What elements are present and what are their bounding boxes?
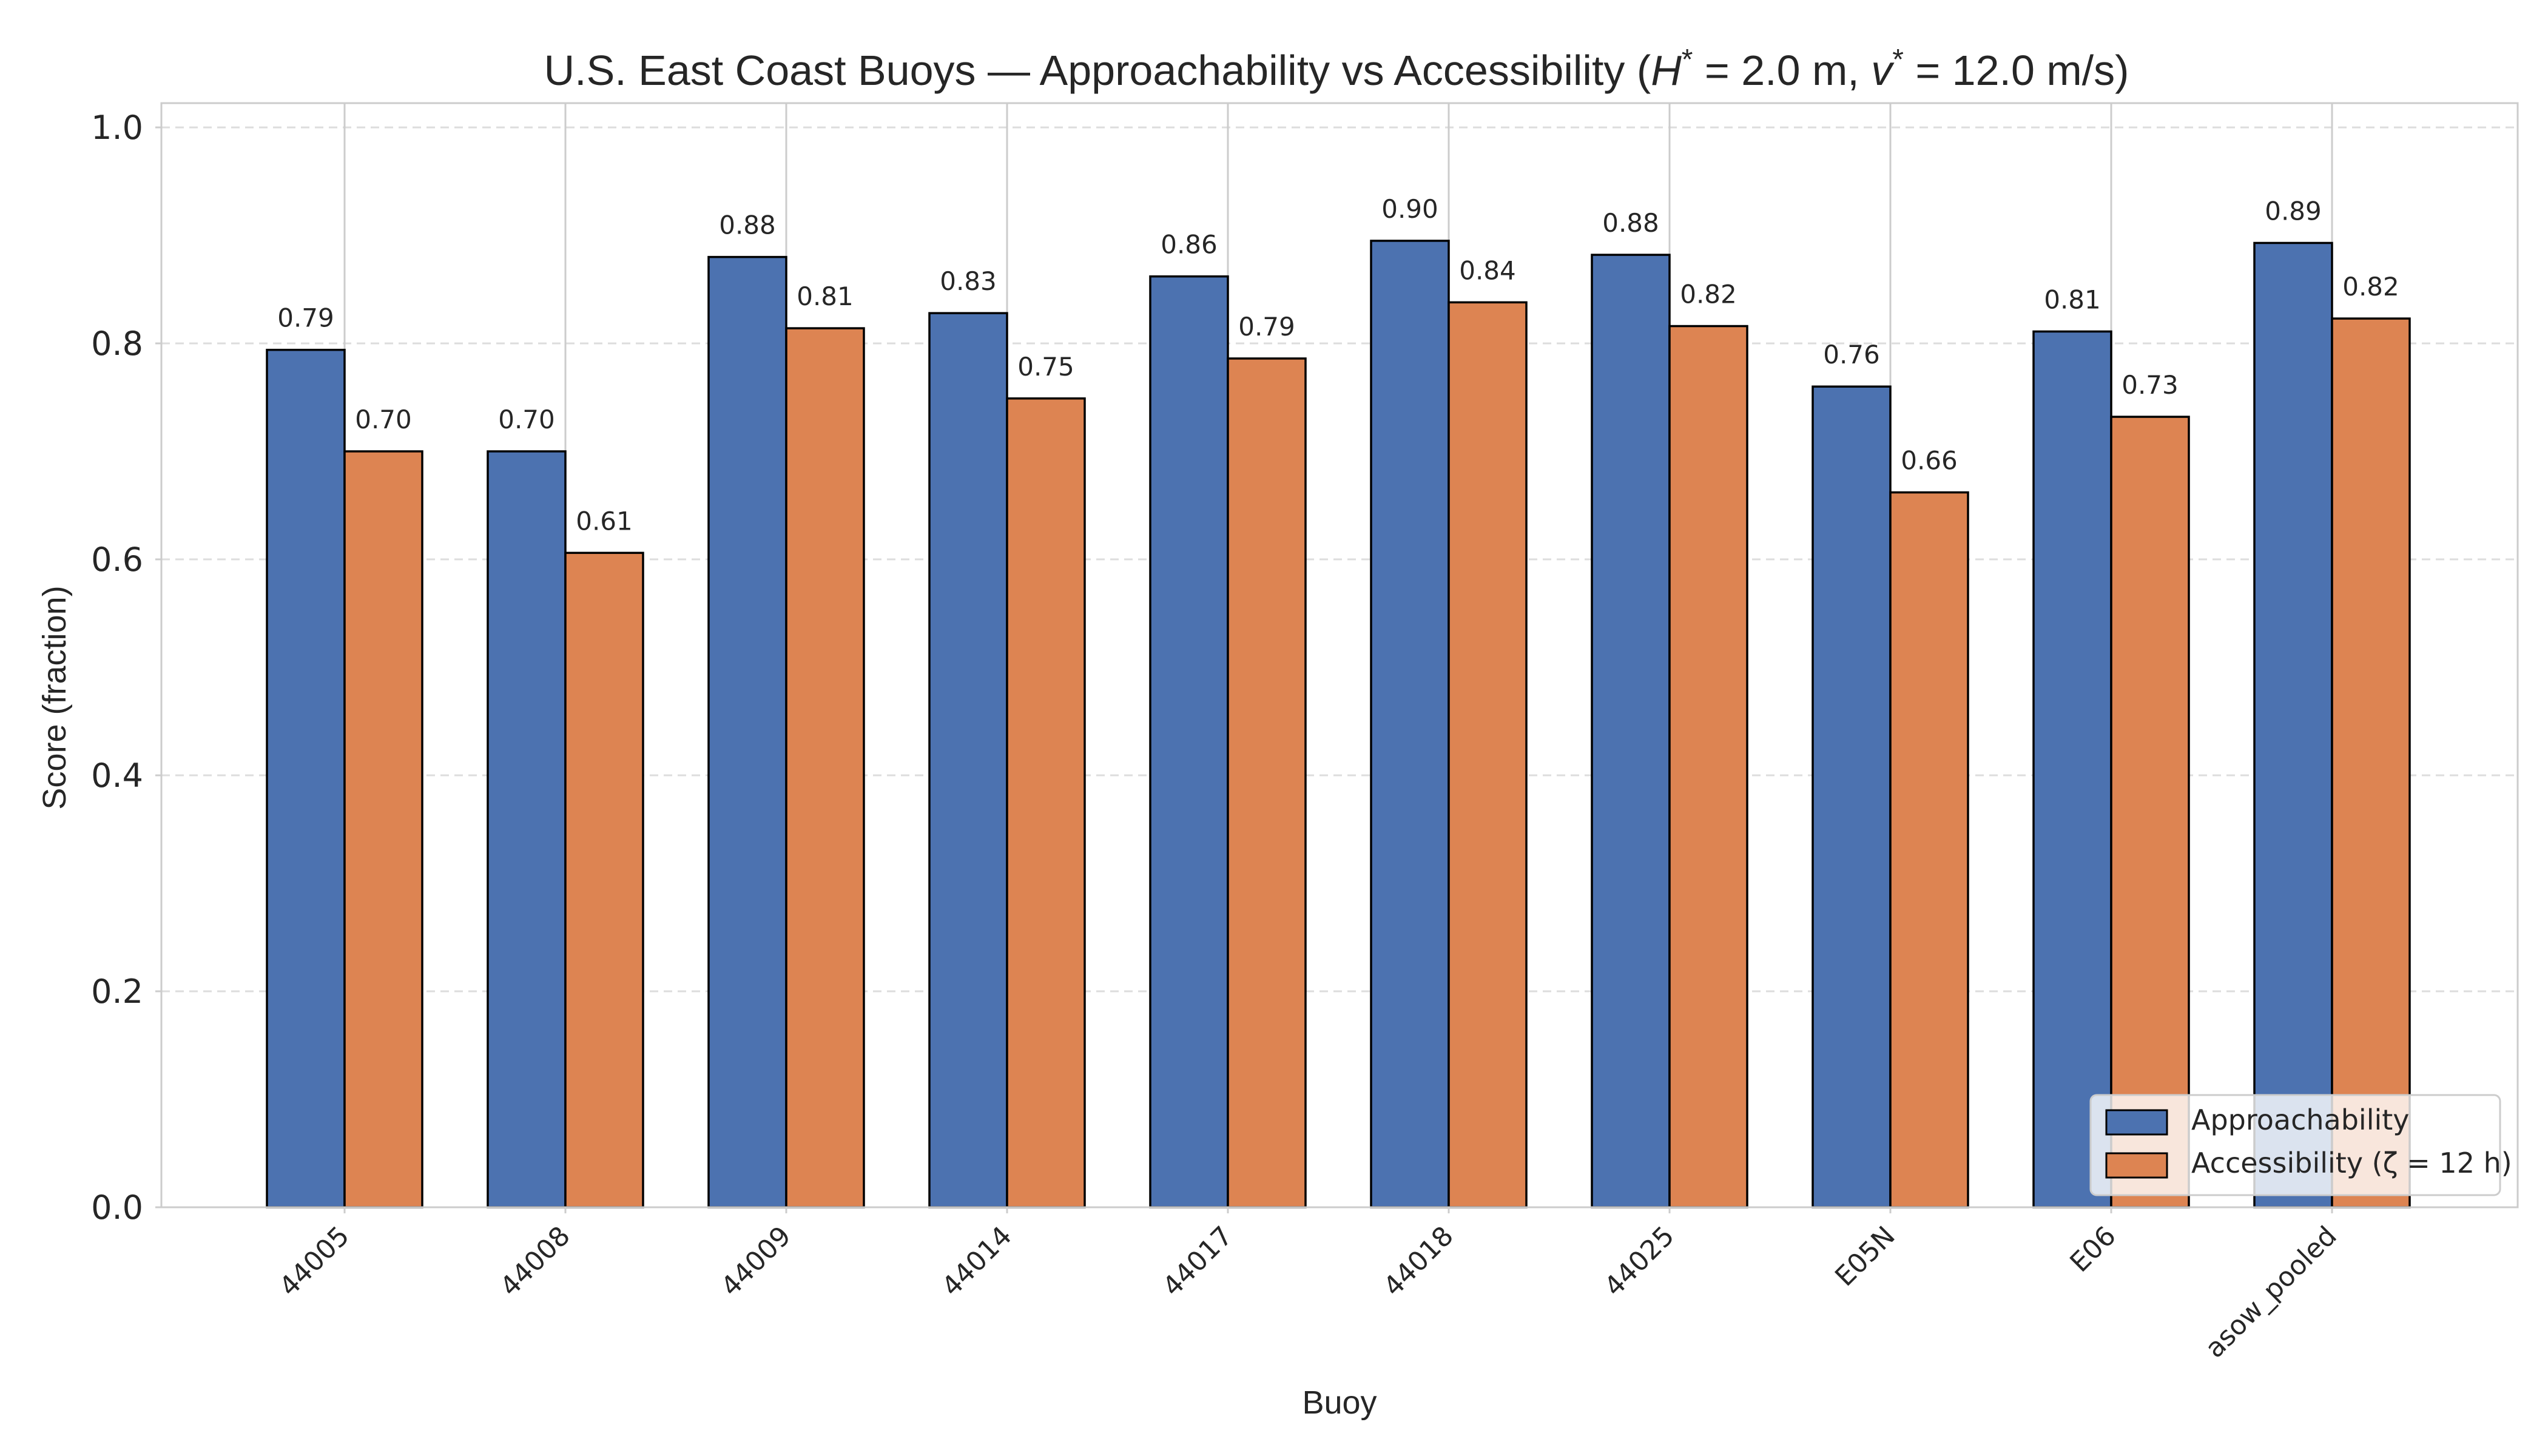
- y-tick-label: 0.8: [91, 325, 143, 363]
- title-v-value: = 12.0 m/s): [1904, 47, 2129, 94]
- data-label: 0.75: [1017, 352, 1074, 382]
- data-label: 0.66: [1901, 446, 1958, 476]
- data-label: 0.81: [797, 281, 854, 311]
- legend-swatch-accessibility: [2105, 1152, 2168, 1179]
- data-label: 0.84: [1459, 255, 1516, 285]
- bar-approachability-44017: [1149, 275, 1229, 1208]
- bar-accessibility-44014: [1006, 397, 1086, 1208]
- data-label: 0.82: [2342, 272, 2399, 302]
- data-label: 0.73: [2122, 370, 2179, 400]
- data-label: 0.70: [498, 405, 555, 434]
- title-h-symbol: H: [1651, 47, 1682, 94]
- title-h-star: *: [1682, 44, 1693, 76]
- data-label: 0.88: [1602, 208, 1659, 238]
- data-label: 0.76: [1823, 340, 1880, 369]
- legend-swatch-approachability: [2105, 1109, 2168, 1136]
- legend-label-approachability: Approachability: [2191, 1104, 2410, 1136]
- bar-approachability-44009: [707, 255, 787, 1208]
- data-label: 0.79: [1238, 312, 1295, 342]
- title-prefix: U.S. East Coast Buoys — Approachability …: [544, 47, 1651, 94]
- y-tick-label: 0.4: [91, 757, 143, 795]
- bar-accessibility-44008: [564, 551, 644, 1208]
- bar-approachability-44025: [1591, 254, 1671, 1208]
- bar-approachability-E06: [2032, 330, 2112, 1208]
- data-label: 0.79: [277, 303, 334, 333]
- data-label: 0.83: [940, 266, 997, 296]
- bar-approachability-E05N: [1812, 385, 1892, 1208]
- legend-frame: [2089, 1094, 2501, 1196]
- bar-accessibility-44018: [1448, 301, 1528, 1208]
- title-h-value: = 2.0 m,: [1693, 47, 1871, 94]
- data-label: 0.61: [576, 506, 633, 536]
- data-label: 0.86: [1161, 230, 1218, 260]
- bar-accessibility-E05N: [1889, 491, 1969, 1208]
- legend: Approachability Accessibility (ζ = 12 h): [2089, 1094, 2512, 1196]
- data-label: 0.90: [1381, 194, 1438, 224]
- bar-accessibility-asow_pooled: [2331, 317, 2411, 1208]
- data-label: 0.89: [2265, 196, 2322, 226]
- data-label: 0.82: [1680, 280, 1737, 309]
- value-label-layer: 0.79 0.70 0.88 0.83 0.86 0.90 0.88 0.76 0.81 0.89…: [277, 194, 2399, 536]
- axes-frame: [160, 102, 2519, 1208]
- bar-accessibility-44009: [785, 327, 865, 1208]
- data-label: 0.70: [355, 405, 412, 434]
- legend-label-accessibility: Accessibility (ζ = 12 h): [2191, 1147, 2512, 1179]
- bar-accessibility-E06: [2110, 416, 2190, 1208]
- title-v-symbol: v: [1871, 47, 1895, 94]
- data-label: 0.88: [719, 211, 776, 240]
- y-axis-label: Score (fraction): [36, 585, 73, 809]
- data-label: 0.81: [2044, 285, 2101, 314]
- bar-approachability-asow_pooled: [2253, 241, 2333, 1208]
- y-tick-label: 1.0: [91, 109, 143, 147]
- y-tick-label: 0.0: [91, 1188, 143, 1227]
- bar-approachability-44005: [266, 348, 346, 1208]
- bar-approachability-44008: [487, 450, 567, 1208]
- y-tick-label: 0.2: [91, 972, 143, 1011]
- bar-accessibility-44025: [1668, 325, 1748, 1208]
- title-v-star: *: [1892, 44, 1904, 76]
- chart-title: U.S. East Coast Buoys — Approachability …: [544, 44, 2129, 94]
- y-tick-label: 0.6: [91, 541, 143, 579]
- bar-approachability-44014: [928, 312, 1008, 1208]
- bar-accessibility-44017: [1227, 357, 1307, 1208]
- bar-approachability-44018: [1370, 240, 1450, 1208]
- x-axis-label: Buoy: [1302, 1384, 1377, 1421]
- bar-layer: [266, 240, 2411, 1208]
- bar-accessibility-44005: [343, 450, 423, 1208]
